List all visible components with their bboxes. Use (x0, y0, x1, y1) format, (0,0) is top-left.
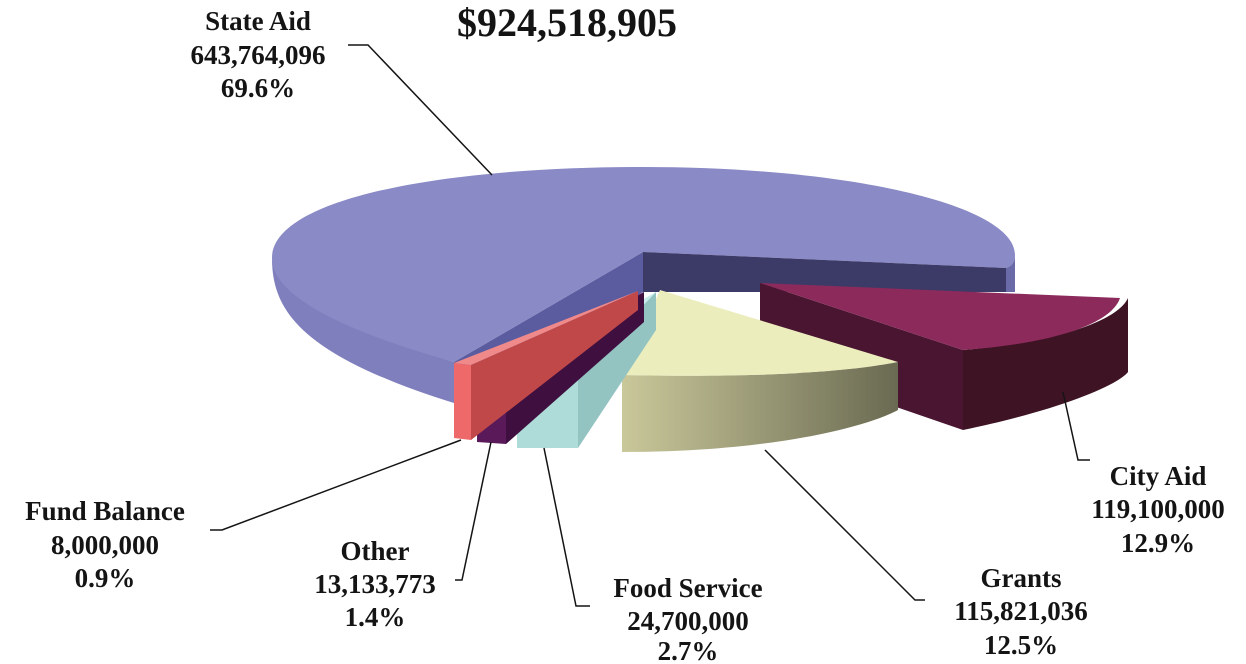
slice-city-aid-side (963, 298, 1128, 430)
chart-title: $924,518,905 (457, 0, 677, 45)
label-city-aid-percent: 12.9% (1121, 528, 1195, 558)
leader-fund-balance (210, 439, 462, 531)
label-city-aid-name: City Aid (1110, 461, 1207, 491)
slice-fund-balance (454, 291, 638, 440)
leader-other (455, 441, 492, 581)
leader-food-service (543, 447, 590, 607)
slice-food-service-right (578, 292, 656, 448)
label-grants-name: Grants (981, 563, 1062, 593)
slice-grants-top (622, 290, 898, 376)
label-grants-percent: 12.5% (984, 630, 1058, 660)
label-food-service-value: 24,700,000 (627, 606, 749, 636)
label-state-aid-percent: 69.6% (221, 73, 295, 103)
label-other-percent: 1.4% (345, 602, 406, 632)
label-state-aid: State Aid 643,764,096 69.6% (191, 6, 326, 103)
label-other-name: Other (341, 536, 410, 566)
slice-state-aid-inner (643, 252, 1006, 292)
slice-fund-balance-front (454, 363, 471, 440)
label-other-value: 13,133,773 (314, 569, 436, 599)
slice-city-aid-top (760, 283, 1120, 350)
label-fund-balance-name: Fund Balance (25, 496, 185, 526)
label-grants: Grants 115,821,036 12.5% (954, 563, 1088, 660)
label-grants-value: 115,821,036 (954, 596, 1088, 626)
leader-city-aid (1062, 391, 1090, 461)
label-fund-balance-percent: 0.9% (75, 563, 136, 593)
leader-grants (764, 449, 925, 601)
label-city-aid-value: 119,100,000 (1091, 494, 1225, 524)
label-city-aid: City Aid 119,100,000 12.9% (1091, 461, 1225, 558)
leader-state-aid (348, 44, 493, 176)
label-other: Other 13,133,773 1.4% (314, 536, 436, 632)
slice-grants-side (622, 362, 898, 452)
label-food-service-name: Food Service (613, 573, 762, 603)
slice-fund-balance-right (471, 291, 638, 440)
slice-state-aid-edge (1006, 255, 1015, 292)
label-state-aid-value: 643,764,096 (191, 40, 326, 70)
label-fund-balance: Fund Balance 8,000,000 0.9% (25, 496, 185, 593)
label-state-aid-name: State Aid (205, 6, 311, 36)
slice-state-aid-top (272, 167, 1015, 362)
slice-grants (622, 290, 898, 452)
label-fund-balance-value: 8,000,000 (51, 530, 159, 560)
label-food-service-percent: 2.7% (658, 636, 719, 664)
slice-fund-balance-top (454, 291, 638, 365)
label-food-service: Food Service 24,700,000 2.7% (613, 573, 762, 664)
